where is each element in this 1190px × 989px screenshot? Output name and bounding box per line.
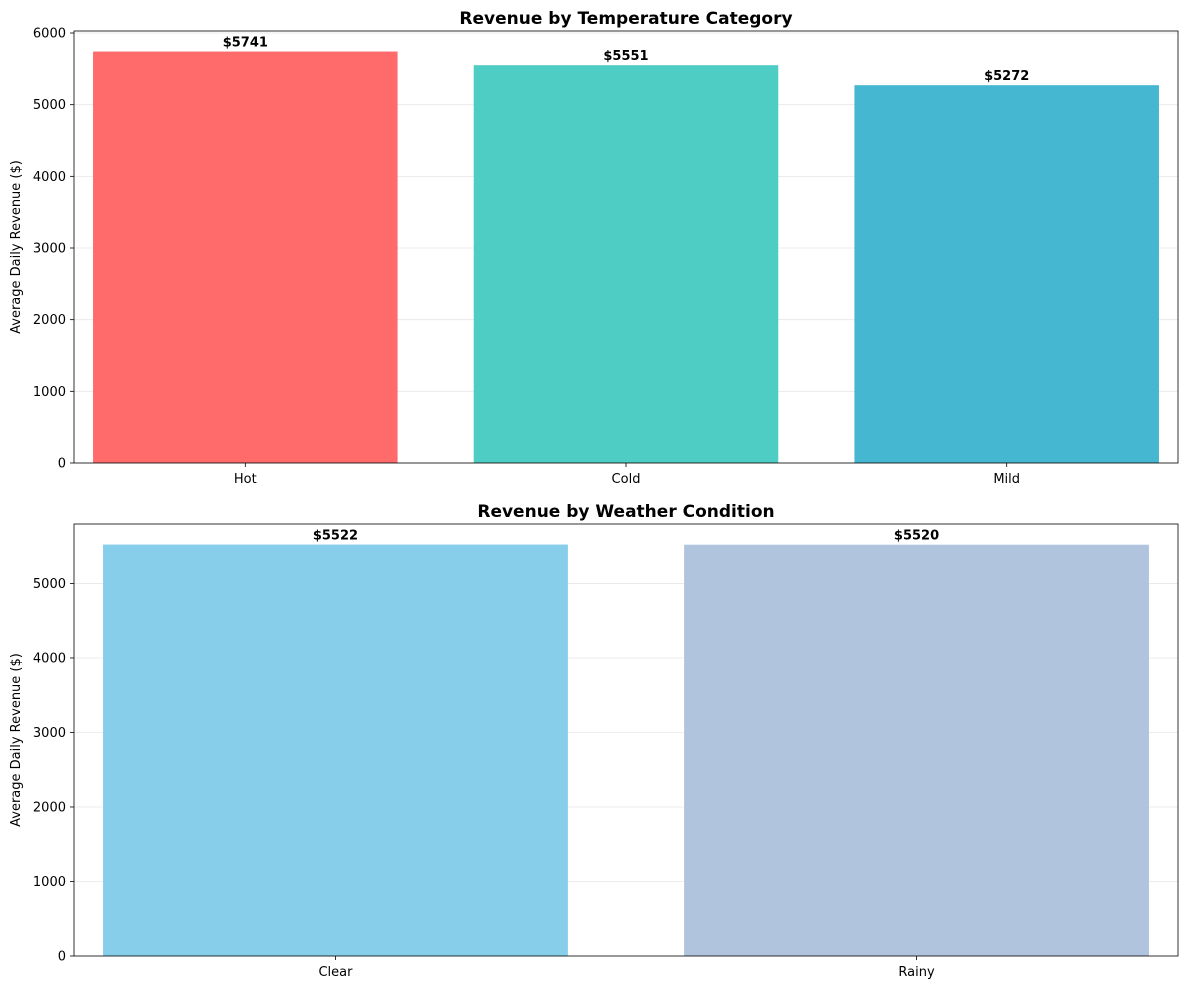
subplot-2: $5522 $5520 0 1000 2000 3000 4000 5000 Clear Rain… bbox=[9, 502, 1179, 980]
x-tick-label-mild: Mild bbox=[993, 472, 1020, 487]
y-tick-label: 4000 bbox=[33, 651, 66, 666]
subplot-1: $5741 $5551 $5272 0 1000 2000 3000 4000 5000 6000… bbox=[9, 9, 1179, 487]
bar-clear bbox=[103, 544, 568, 956]
bar-mild bbox=[854, 85, 1159, 463]
data-label-mild: $5272 bbox=[984, 69, 1029, 84]
plot-frame bbox=[73, 523, 1179, 957]
chart-title: Revenue by Temperature Category bbox=[459, 9, 792, 29]
y-tick-label: 1000 bbox=[33, 875, 66, 890]
chart-title: Revenue by Weather Condition bbox=[477, 502, 774, 522]
x-tick-label-rainy: Rainy bbox=[898, 965, 935, 980]
data-label-hot: $5741 bbox=[223, 36, 268, 51]
bar-rainy bbox=[684, 544, 1149, 956]
y-axis-label: Average Daily Revenue ($) bbox=[9, 160, 24, 334]
y-tick-label: 5000 bbox=[33, 98, 66, 113]
y-axis-label: Average Daily Revenue ($) bbox=[9, 653, 24, 827]
y-tick-label: 0 bbox=[58, 457, 66, 472]
x-tick-label-hot: Hot bbox=[234, 472, 257, 487]
y-tick-label: 3000 bbox=[33, 242, 66, 257]
bar-cold bbox=[473, 65, 779, 463]
x-tick-label-cold: Cold bbox=[612, 472, 641, 487]
bar-hot bbox=[93, 51, 398, 463]
data-label-cold: $5551 bbox=[603, 49, 648, 64]
data-label-clear: $5522 bbox=[313, 529, 358, 544]
y-tick-label: 5000 bbox=[33, 577, 66, 592]
y-tick-label: 2000 bbox=[33, 313, 66, 328]
y-tick-label: 1000 bbox=[33, 385, 66, 400]
y-tick-label: 3000 bbox=[33, 726, 66, 741]
x-tick-label-clear: Clear bbox=[318, 965, 353, 980]
y-tick-label: 4000 bbox=[33, 170, 66, 185]
y-tick-label: 2000 bbox=[33, 800, 66, 815]
y-tick-label: 0 bbox=[58, 950, 66, 965]
data-label-rainy: $5520 bbox=[894, 529, 939, 544]
y-tick-label: 6000 bbox=[33, 27, 66, 42]
